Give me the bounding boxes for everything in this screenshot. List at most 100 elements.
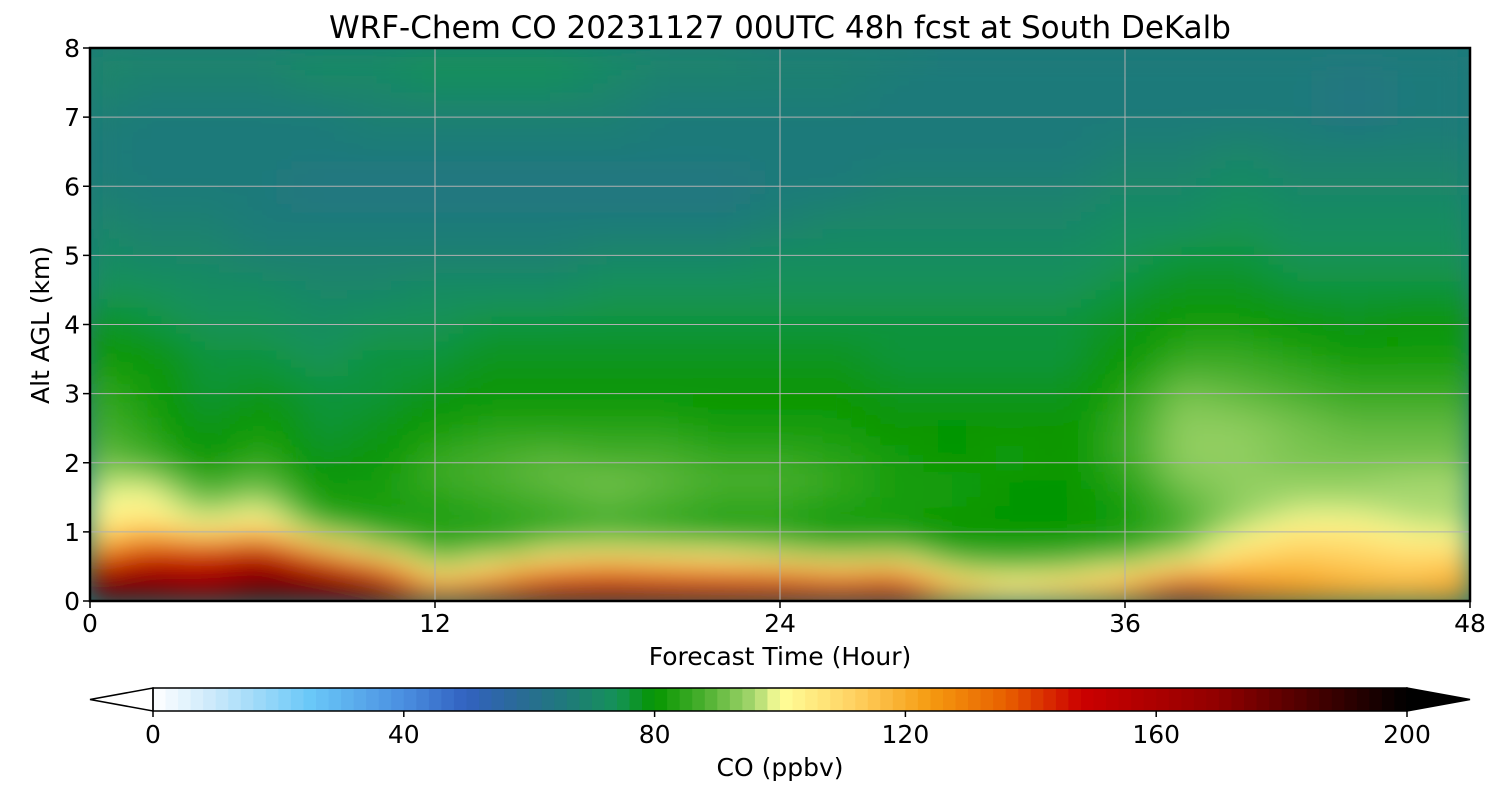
heatmap-cell: [1138, 324, 1155, 334]
heatmap-cell: [132, 453, 149, 464]
heatmap-cell: [1412, 159, 1428, 170]
heatmap-cell: [103, 185, 120, 196]
heatmap-cell: [161, 280, 177, 291]
heatmap-cell: [635, 427, 652, 438]
heatmap-cell: [262, 393, 278, 403]
heatmap-cell: [405, 384, 422, 395]
heatmap-cell: [678, 228, 695, 239]
heatmap-cell: [1067, 505, 1083, 516]
heatmap-cell: [218, 289, 235, 300]
heatmap-cell: [894, 367, 910, 377]
heatmap-cell: [477, 151, 494, 161]
heatmap-cell: [218, 419, 235, 429]
heatmap-cell: [520, 384, 537, 395]
heatmap-cell: [678, 419, 695, 429]
heatmap-cell: [377, 220, 393, 230]
heatmap-cell: [549, 237, 565, 248]
heatmap-cell: [535, 254, 551, 265]
heatmap-cell: [333, 194, 350, 205]
heatmap-cell: [549, 488, 565, 498]
heatmap-cell: [434, 375, 450, 386]
heatmap-cell: [1167, 298, 1184, 308]
heatmap-cell: [1340, 367, 1356, 377]
heatmap-cell: [966, 332, 982, 343]
heatmap-cell: [1383, 496, 1399, 507]
heatmap-cell: [520, 488, 537, 498]
heatmap-cell: [1138, 168, 1155, 179]
heatmap-cell: [1167, 375, 1184, 386]
heatmap-cell: [448, 151, 465, 161]
heatmap-cell: [880, 332, 896, 343]
heatmap-cell: [678, 151, 695, 161]
heatmap-cell: [448, 237, 465, 248]
heatmap-cell: [1124, 298, 1140, 308]
heatmap-cell: [750, 565, 767, 576]
heatmap-cell: [1153, 349, 1169, 360]
heatmap-cell: [607, 263, 623, 274]
heatmap-cell: [750, 505, 767, 516]
heatmap-cell: [1282, 159, 1299, 170]
heatmap-cell: [1153, 237, 1169, 248]
heatmap-cell: [362, 453, 379, 464]
heatmap-cell: [362, 177, 379, 187]
heatmap-cell: [1297, 583, 1313, 593]
heatmap-cell: [995, 358, 1011, 369]
heatmap-cell: [1095, 453, 1112, 464]
heatmap-cell: [837, 332, 853, 343]
heatmap-cell: [664, 557, 680, 567]
heatmap-cell: [175, 522, 192, 533]
heatmap-cell: [1167, 237, 1184, 248]
heatmap-cell: [607, 488, 623, 498]
heatmap-cell: [1239, 177, 1255, 187]
heatmap-cell: [276, 453, 292, 464]
heatmap-cell: [1325, 384, 1342, 395]
heatmap-cell: [1426, 254, 1442, 265]
heatmap-cell: [1311, 514, 1327, 524]
heatmap-cell: [1225, 496, 1241, 507]
heatmap-cell: [405, 531, 422, 542]
heatmap-cell: [362, 349, 379, 360]
heatmap-cell: [736, 349, 752, 360]
heatmap-cell: [90, 410, 105, 421]
heatmap-cell: [894, 341, 910, 351]
heatmap-cell: [333, 514, 350, 524]
heatmap-cell: [851, 211, 867, 222]
heatmap-cell: [1081, 479, 1097, 490]
heatmap-cell: [995, 220, 1011, 230]
heatmap-cell: [937, 393, 954, 403]
heatmap-cell: [405, 211, 422, 222]
heatmap-cell: [693, 557, 709, 567]
heatmap-cell: [1383, 531, 1399, 542]
heatmap-cell: [319, 401, 335, 412]
heatmap-cell: [1196, 514, 1212, 524]
heatmap-cell: [175, 211, 192, 222]
heatmap-cell: [1426, 375, 1442, 386]
heatmap-cell: [837, 453, 853, 464]
heatmap-cell: [880, 583, 896, 593]
heatmap-cell: [1009, 211, 1025, 222]
heatmap-cell: [765, 436, 781, 446]
heatmap-cell: [161, 324, 177, 334]
heatmap-cell: [635, 358, 652, 369]
heatmap-cell: [204, 289, 220, 300]
heatmap-cell: [837, 246, 853, 256]
heatmap-cell: [1297, 220, 1313, 230]
heatmap-cell: [880, 324, 896, 334]
heatmap-cell: [276, 410, 292, 421]
heatmap-cell: [736, 548, 752, 559]
heatmap-cell: [1297, 254, 1313, 265]
heatmap-cell: [132, 151, 149, 161]
heatmap-cell: [161, 479, 177, 490]
heatmap-cell: [1253, 427, 1270, 438]
heatmap-cell: [908, 194, 925, 205]
heatmap-cell: [218, 444, 235, 455]
heatmap-cell: [405, 514, 422, 524]
heatmap-cell: [952, 591, 968, 601]
heatmap-cell: [894, 203, 910, 213]
heatmap-cell: [578, 306, 594, 317]
heatmap-cell: [147, 531, 163, 542]
heatmap-cell: [319, 565, 335, 576]
heatmap-cell: [1124, 349, 1140, 360]
heatmap-cell: [362, 168, 379, 179]
heatmap-cell: [477, 470, 494, 481]
